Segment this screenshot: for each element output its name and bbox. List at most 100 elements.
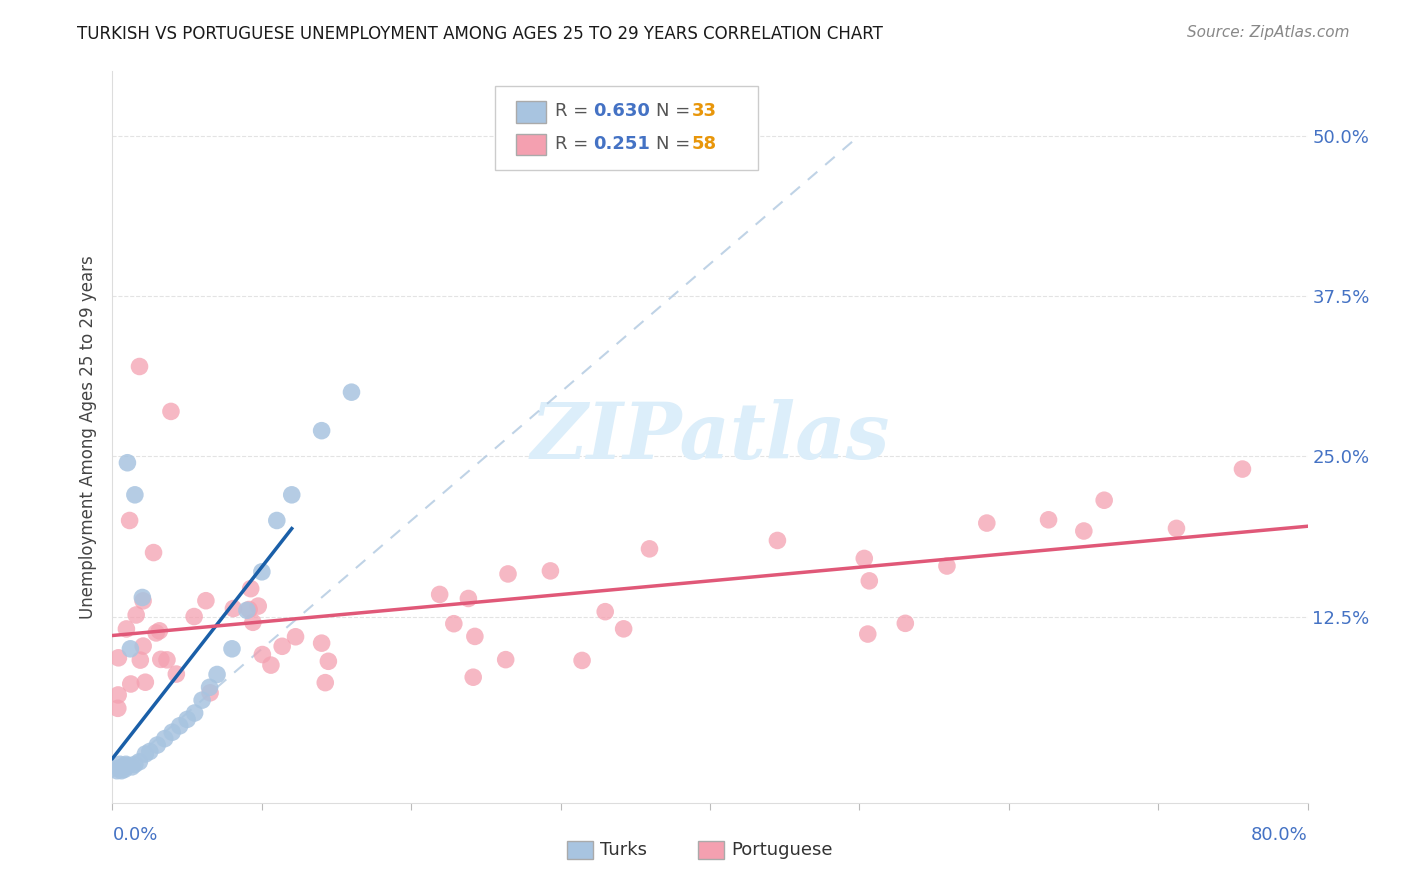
FancyBboxPatch shape <box>495 86 758 170</box>
Point <box>496 566 519 581</box>
Point <box>252 648 274 662</box>
Text: R =: R = <box>554 102 588 120</box>
Point <box>162 725 183 739</box>
Text: Turks: Turks <box>600 840 647 859</box>
Point <box>107 688 129 702</box>
Point <box>191 693 214 707</box>
FancyBboxPatch shape <box>516 101 547 122</box>
FancyBboxPatch shape <box>699 841 724 859</box>
Point <box>250 565 273 579</box>
Text: 33: 33 <box>692 102 717 120</box>
Point <box>120 641 142 656</box>
Point <box>117 456 139 470</box>
Text: Source: ZipAtlas.com: Source: ZipAtlas.com <box>1187 25 1350 40</box>
Point <box>125 607 148 622</box>
Point <box>311 636 333 650</box>
Point <box>149 652 172 666</box>
Point <box>242 615 264 630</box>
Text: 0.251: 0.251 <box>593 135 650 153</box>
Point <box>284 630 307 644</box>
Point <box>115 622 138 636</box>
Point <box>1073 524 1095 538</box>
Point <box>429 587 451 601</box>
Point <box>160 404 183 418</box>
Point <box>976 516 998 530</box>
Point <box>443 616 465 631</box>
Point <box>183 609 205 624</box>
Point <box>145 626 167 640</box>
Point <box>464 629 486 643</box>
Text: TURKISH VS PORTUGUESE UNEMPLOYMENT AMONG AGES 25 TO 29 YEARS CORRELATION CHART: TURKISH VS PORTUGUESE UNEMPLOYMENT AMONG… <box>77 25 883 43</box>
Point <box>124 757 146 772</box>
Point <box>183 706 205 720</box>
Point <box>766 533 789 548</box>
Point <box>128 755 150 769</box>
Point <box>311 424 333 438</box>
Point <box>1092 493 1115 508</box>
Point <box>260 658 283 673</box>
Point <box>856 627 879 641</box>
Point <box>111 760 134 774</box>
Point <box>613 622 636 636</box>
Point <box>238 602 260 616</box>
Point <box>124 488 146 502</box>
Point <box>205 667 228 681</box>
Point <box>221 641 243 656</box>
Point <box>107 701 129 715</box>
Point <box>129 653 152 667</box>
Point <box>247 599 270 613</box>
Point <box>132 594 155 608</box>
Text: 0.630: 0.630 <box>593 102 650 120</box>
Point <box>176 712 198 726</box>
Point <box>571 653 593 667</box>
Point <box>853 551 876 566</box>
Point <box>108 757 131 772</box>
Text: 0.0%: 0.0% <box>112 826 157 844</box>
Point <box>281 488 304 502</box>
Point <box>156 653 179 667</box>
Point <box>146 738 169 752</box>
Point <box>340 385 363 400</box>
Text: ZIPatlas: ZIPatlas <box>530 399 890 475</box>
Point <box>239 582 262 596</box>
Point <box>132 639 155 653</box>
FancyBboxPatch shape <box>516 134 547 155</box>
Point <box>107 650 129 665</box>
FancyBboxPatch shape <box>567 841 593 859</box>
Text: R =: R = <box>554 135 588 153</box>
Point <box>1166 521 1188 535</box>
Point <box>118 514 141 528</box>
Point <box>593 605 616 619</box>
Point <box>318 654 340 668</box>
Point <box>114 763 135 777</box>
Point <box>134 675 156 690</box>
Text: N =: N = <box>657 102 690 120</box>
Point <box>128 359 150 374</box>
Text: 80.0%: 80.0% <box>1251 826 1308 844</box>
Point <box>121 760 143 774</box>
Point <box>131 591 153 605</box>
Point <box>1038 513 1060 527</box>
Y-axis label: Unemployment Among Ages 25 to 29 years: Unemployment Among Ages 25 to 29 years <box>79 255 97 619</box>
Point <box>139 744 162 758</box>
Point <box>271 640 294 654</box>
Point <box>165 667 187 681</box>
Point <box>236 603 259 617</box>
Point <box>314 675 336 690</box>
Point <box>153 731 176 746</box>
Text: N =: N = <box>657 135 690 153</box>
Point <box>222 601 245 615</box>
Point <box>1232 462 1254 476</box>
Point <box>142 545 165 559</box>
Text: 58: 58 <box>692 135 717 153</box>
Point <box>198 681 221 695</box>
Point <box>148 624 170 638</box>
Point <box>495 653 517 667</box>
Point <box>115 757 138 772</box>
Point <box>198 686 221 700</box>
Point <box>457 591 479 606</box>
Point <box>169 719 191 733</box>
Point <box>858 574 880 588</box>
Text: Portuguese: Portuguese <box>731 840 832 859</box>
Point <box>117 758 139 772</box>
